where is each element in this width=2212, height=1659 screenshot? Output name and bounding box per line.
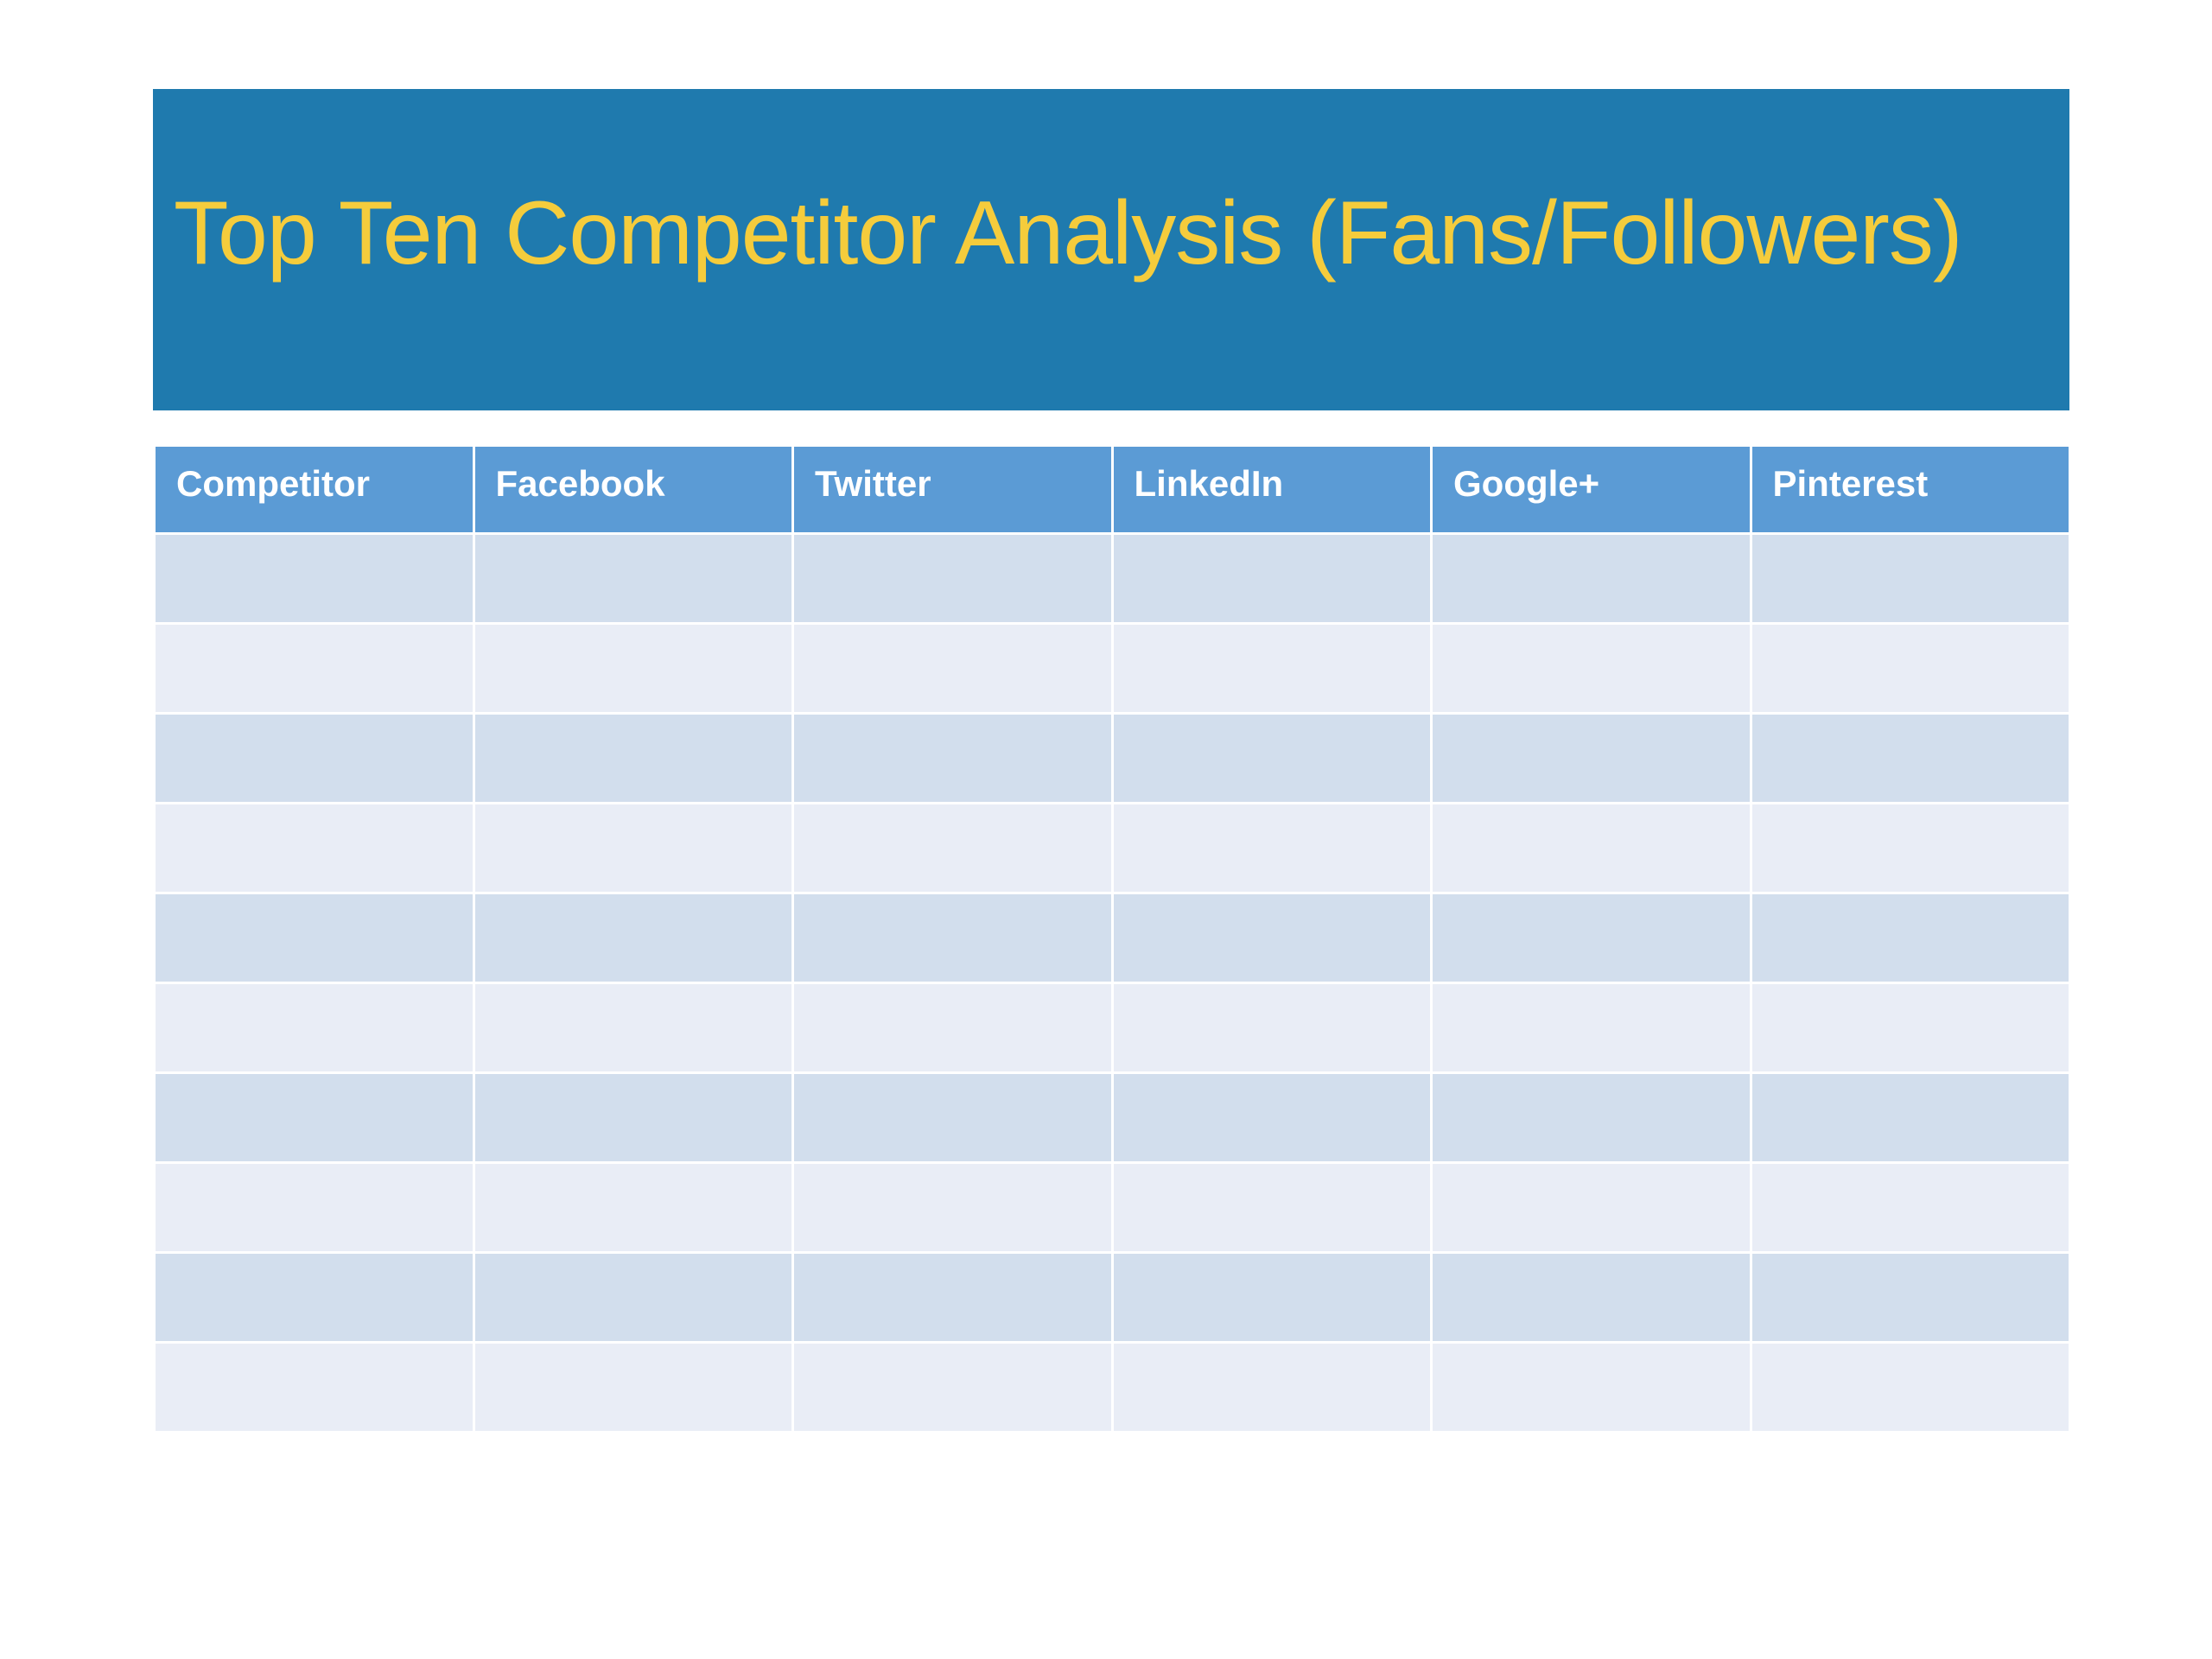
table-body [153, 532, 2071, 1433]
table-cell[interactable] [1430, 982, 1752, 1074]
table-cell[interactable] [1110, 982, 1433, 1074]
table-cell[interactable] [791, 892, 1114, 984]
table-cell[interactable] [153, 982, 475, 1074]
table-cell[interactable] [472, 892, 794, 984]
table-cell[interactable] [472, 1161, 794, 1254]
table-cell[interactable] [791, 532, 1114, 625]
table-cell[interactable] [153, 892, 475, 984]
table-row [153, 982, 2071, 1074]
table-cell[interactable] [1749, 1161, 2071, 1254]
table-cell[interactable] [153, 712, 475, 804]
table-cell[interactable] [791, 802, 1114, 894]
table-row [153, 892, 2071, 984]
table-cell[interactable] [1430, 532, 1752, 625]
header-twitter: Twitter [791, 444, 1114, 535]
table-cell[interactable] [153, 1251, 475, 1344]
table-row [153, 1341, 2071, 1433]
competitor-table-container: Competitor Facebook Twitter LinkedIn Goo… [153, 444, 2071, 1433]
table-cell[interactable] [472, 1341, 794, 1433]
table-cell[interactable] [791, 1071, 1114, 1164]
table-cell[interactable] [153, 1341, 475, 1433]
table-row [153, 1251, 2071, 1344]
table-cell[interactable] [791, 712, 1114, 804]
header-linkedin: LinkedIn [1110, 444, 1433, 535]
table-row [153, 1161, 2071, 1254]
table-cell[interactable] [1110, 712, 1433, 804]
table-cell[interactable] [472, 1251, 794, 1344]
table-cell[interactable] [472, 982, 794, 1074]
table-cell[interactable] [1110, 1161, 1433, 1254]
table-cell[interactable] [472, 532, 794, 625]
table-cell[interactable] [1430, 802, 1752, 894]
table-cell[interactable] [1430, 1161, 1752, 1254]
table-cell[interactable] [1430, 892, 1752, 984]
table-cell[interactable] [1430, 712, 1752, 804]
table-cell[interactable] [1110, 622, 1433, 715]
slide-title: Top Ten Competitor Analysis (Fans/Follow… [174, 183, 1963, 283]
table-cell[interactable] [153, 532, 475, 625]
table-cell[interactable] [791, 1161, 1114, 1254]
table-cell[interactable] [153, 802, 475, 894]
header-facebook: Facebook [472, 444, 794, 535]
table-cell[interactable] [791, 1341, 1114, 1433]
table-cell[interactable] [1110, 532, 1433, 625]
table-header-row: Competitor Facebook Twitter LinkedIn Goo… [153, 444, 2071, 535]
table-cell[interactable] [1749, 712, 2071, 804]
table-cell[interactable] [1110, 892, 1433, 984]
table-cell[interactable] [1110, 1341, 1433, 1433]
table-cell[interactable] [472, 802, 794, 894]
header-googleplus: Google+ [1430, 444, 1752, 535]
table-cell[interactable] [1749, 532, 2071, 625]
table-cell[interactable] [1430, 1341, 1752, 1433]
table-cell[interactable] [791, 982, 1114, 1074]
table-cell[interactable] [1749, 622, 2071, 715]
table-cell[interactable] [1749, 1071, 2071, 1164]
table-row [153, 802, 2071, 894]
header-competitor: Competitor [153, 444, 475, 535]
table-cell[interactable] [472, 622, 794, 715]
title-banner: Top Ten Competitor Analysis (Fans/Follow… [153, 89, 2069, 410]
table-cell[interactable] [153, 622, 475, 715]
table-row [153, 622, 2071, 715]
table-cell[interactable] [1110, 802, 1433, 894]
table-cell[interactable] [1749, 982, 2071, 1074]
table-cell[interactable] [153, 1071, 475, 1164]
header-pinterest: Pinterest [1749, 444, 2071, 535]
table-row [153, 712, 2071, 804]
table-cell[interactable] [1110, 1071, 1433, 1164]
competitor-table: Competitor Facebook Twitter LinkedIn Goo… [153, 444, 2071, 1433]
table-cell[interactable] [1749, 1251, 2071, 1344]
table-cell[interactable] [1430, 1251, 1752, 1344]
table-cell[interactable] [472, 712, 794, 804]
table-cell[interactable] [1110, 1251, 1433, 1344]
table-cell[interactable] [791, 622, 1114, 715]
table-row [153, 532, 2071, 625]
table-cell[interactable] [1430, 1071, 1752, 1164]
table-cell[interactable] [1749, 1341, 2071, 1433]
table-cell[interactable] [1749, 802, 2071, 894]
table-row [153, 1071, 2071, 1164]
table-cell[interactable] [1749, 892, 2071, 984]
table-cell[interactable] [472, 1071, 794, 1164]
table-cell[interactable] [1430, 622, 1752, 715]
table-cell[interactable] [791, 1251, 1114, 1344]
table-cell[interactable] [153, 1161, 475, 1254]
